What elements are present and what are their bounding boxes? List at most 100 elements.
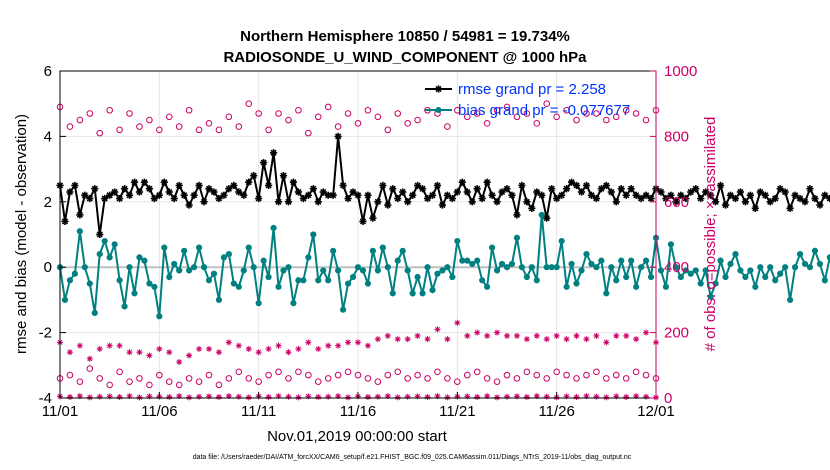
obs-assimilated-marker — [414, 332, 421, 339]
rmse-point — [642, 191, 650, 199]
bias-point — [419, 290, 426, 297]
obs-assimilated-marker — [76, 342, 83, 349]
rmse-point — [468, 198, 476, 206]
bias-point — [275, 283, 282, 290]
bias-point — [459, 257, 466, 264]
obs-possible-marker — [394, 368, 402, 376]
rmse-point — [761, 191, 769, 199]
obs-assimilated-marker — [166, 394, 173, 401]
bias-point — [439, 267, 446, 274]
bias-point — [111, 241, 118, 248]
obs-possible-marker — [215, 126, 223, 134]
obs-assimilated-marker — [265, 345, 272, 352]
rmse-point — [404, 198, 412, 206]
bias-point — [245, 244, 252, 251]
rmse-point — [612, 198, 620, 206]
obs-assimilated-marker — [86, 355, 93, 362]
rmse-point — [617, 185, 625, 193]
obs-possible-marker — [116, 126, 123, 134]
bias-point — [479, 277, 486, 284]
chart-subtitle: RADIOSONDE_U_WIND_COMPONENT @ 1000 hPa — [223, 49, 587, 66]
bias-point — [260, 257, 267, 264]
rmse-point — [508, 191, 516, 199]
bias-point — [444, 264, 451, 271]
obs-assimilated-marker — [176, 359, 183, 366]
bias-point — [270, 224, 277, 232]
obs-possible-marker — [364, 106, 372, 114]
rmse-point — [245, 178, 253, 186]
bias-point — [310, 231, 317, 238]
bias-point — [146, 280, 153, 287]
legend: rmse grand pr = 2.258 bias grand pr = -0.… — [425, 81, 630, 119]
bias-point — [801, 260, 809, 268]
rmse-point — [796, 194, 804, 203]
rmse-point — [771, 194, 779, 203]
obs-assimilated-marker — [603, 339, 610, 346]
rmse-point — [751, 204, 759, 212]
obs-assimilated-marker — [176, 393, 183, 400]
obs-assimilated-marker — [345, 394, 352, 401]
obs-assimilated-marker — [583, 336, 590, 343]
bias-point — [344, 280, 352, 287]
bias-point — [200, 264, 208, 271]
obs-possible-marker — [275, 368, 282, 376]
rmse-point — [399, 188, 407, 196]
obs-assimilated-marker — [543, 336, 550, 343]
bias-point — [340, 306, 347, 313]
rmse-point — [334, 132, 342, 140]
obs-possible-marker — [364, 375, 372, 382]
obs-possible-marker — [463, 371, 471, 379]
rmse-point — [458, 178, 466, 186]
bias-point — [161, 244, 168, 251]
bias-point — [777, 270, 784, 277]
obs-possible-marker — [126, 378, 133, 385]
obs-assimilated-marker — [245, 345, 252, 352]
obs-possible-marker — [493, 378, 501, 385]
rmse-point — [553, 194, 561, 203]
obs-assimilated-marker — [464, 332, 471, 339]
obs-possible-marker — [533, 371, 541, 379]
rmse-point — [478, 194, 486, 203]
bias-point — [101, 237, 108, 245]
obs-assimilated-marker — [424, 394, 431, 401]
bias-point — [255, 300, 262, 307]
rmse-point — [66, 188, 74, 196]
obs-possible-marker — [573, 116, 580, 124]
obs-assimilated-marker — [573, 332, 580, 339]
bias-point — [131, 290, 138, 297]
bias-point — [171, 260, 178, 268]
obs-possible-marker — [324, 103, 332, 111]
rmse-point — [597, 185, 605, 193]
bias-point — [533, 277, 540, 284]
bias-point — [493, 267, 501, 274]
bias-point — [434, 270, 441, 277]
obs-assimilated-marker — [394, 394, 401, 401]
bias-point — [667, 241, 675, 248]
obs-possible-marker — [96, 375, 104, 382]
rmse-point — [284, 198, 293, 206]
rmse-point — [76, 211, 84, 219]
obs-possible-marker — [444, 123, 451, 130]
obs-assimilated-marker — [186, 394, 193, 401]
rmse-point — [409, 191, 417, 199]
y2-axis-label: # of obs: o=possible; ×=assimilated — [702, 117, 719, 352]
legend-marker — [435, 107, 442, 113]
bias-point — [191, 264, 198, 271]
obs-possible-marker — [483, 375, 491, 382]
rmse-point — [349, 188, 357, 196]
obs-assimilated-marker — [66, 394, 73, 401]
rmse-point — [389, 185, 397, 193]
obs-possible-marker — [255, 378, 262, 385]
rmse-point — [712, 198, 720, 206]
y2-tick-label: 1000 — [664, 63, 697, 80]
obs-possible-marker — [146, 116, 153, 124]
rmse-point — [731, 194, 740, 203]
rmse-point — [716, 181, 725, 190]
bias-point — [469, 260, 476, 268]
obs-possible-marker — [175, 123, 183, 130]
obs-possible-marker — [404, 375, 411, 382]
obs-assimilated-marker — [255, 349, 262, 356]
obs-assimilated-marker — [275, 342, 282, 349]
obs-assimilated-marker — [593, 393, 600, 400]
obs-assimilated-marker — [106, 342, 113, 349]
